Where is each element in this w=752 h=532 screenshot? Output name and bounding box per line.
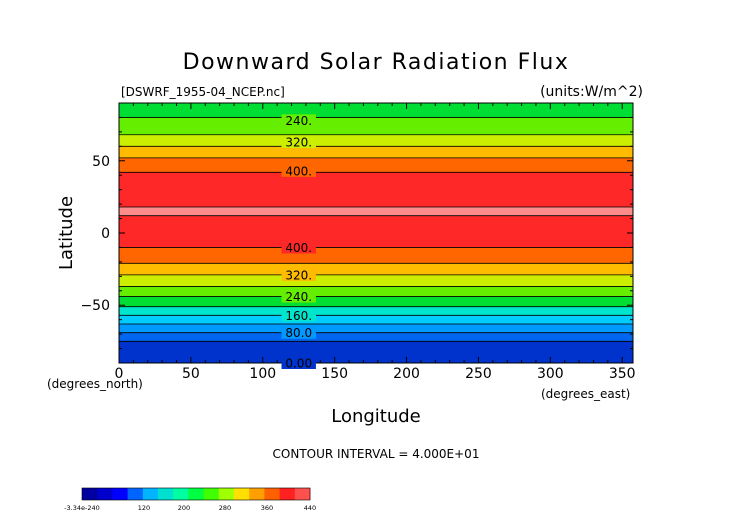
x-tick-label-7: 350 <box>609 366 636 382</box>
y-unit-label: (degrees_north) <box>47 377 143 391</box>
colorbar-swatch-8 <box>203 488 220 500</box>
colorbar-ticks: -3.34e-240 120 200 280 360 440 <box>64 504 316 512</box>
colorbar-swatch-1 <box>97 488 113 500</box>
contour-label-bg-5 <box>281 290 316 303</box>
contour-label-bg-6 <box>281 309 316 322</box>
y-axis: −50 0 50 <box>80 116 633 350</box>
colorbar-swatch-9 <box>218 488 235 500</box>
contour-interval: CONTOUR INTERVAL = 4.000E+01 <box>273 447 480 461</box>
x-axis-label: Longitude <box>331 406 421 427</box>
colorbar-tick-label-2: 200 <box>178 504 190 512</box>
band-2 <box>119 134 633 147</box>
y-tick-label-2: 50 <box>92 154 110 170</box>
band-14 <box>119 315 633 324</box>
band-1 <box>119 117 633 135</box>
contour-label-3: 400. <box>285 241 312 255</box>
colorbar-tick-label-0: -3.34e-240 <box>64 504 100 512</box>
chart-title: Downward Solar Radiation Flux <box>183 50 570 75</box>
contour-label-7: 80.0 <box>285 326 312 340</box>
colorbar-frame <box>81 487 311 501</box>
units-label: (units:W/m^2) <box>540 84 643 100</box>
colorbar-tick-label-1: 120 <box>138 504 150 512</box>
contour-layer <box>119 117 633 342</box>
colorbar-tick-label-4: 360 <box>261 504 273 512</box>
band-8 <box>119 247 633 264</box>
band-16 <box>119 332 633 342</box>
y-tick-label-1: 0 <box>101 226 110 242</box>
band-4 <box>119 157 633 173</box>
band-9 <box>119 263 633 275</box>
colorbar-swatch-12 <box>264 488 281 500</box>
colorbar-tick-label-5: 440 <box>304 504 316 512</box>
x-tick-label-1: 50 <box>182 366 200 382</box>
contour-label-bg-0 <box>281 114 316 127</box>
x-axis: 0 50 100 150 200 250 300 350 <box>115 103 636 382</box>
band-6 <box>119 207 633 216</box>
band-10 <box>119 274 633 287</box>
contour-label-bg-4 <box>281 268 316 281</box>
colorbar-swatch-13 <box>279 488 296 500</box>
band-12 <box>119 296 633 307</box>
x-unit-label: (degrees_east) <box>541 387 630 401</box>
contour-label-1: 320. <box>285 136 312 150</box>
colorbar-swatch-4 <box>142 488 159 500</box>
contour-label-0: 240. <box>285 114 312 128</box>
band-5 <box>119 172 633 207</box>
contour-label-bg-8 <box>281 357 316 369</box>
contour-label-bg-7 <box>281 326 316 339</box>
x-tick-label-6: 300 <box>537 366 564 382</box>
contour-label-bg-1 <box>281 136 316 148</box>
band-15 <box>119 324 633 333</box>
file-label: [DSWRF_1955-04_NCEP.nc] <box>121 85 285 99</box>
contour-label-8: 0.00 <box>285 357 312 371</box>
colorbar-swatch-7 <box>188 488 205 500</box>
y-tick-label-0: −50 <box>80 298 110 314</box>
contour-label-6: 160. <box>285 309 312 323</box>
contour-label-2: 400. <box>285 164 312 178</box>
colorbar-swatch-2 <box>112 488 129 500</box>
contour-label-5: 240. <box>285 290 312 304</box>
contour-label-bg-2 <box>281 164 316 177</box>
x-tick-label-5: 250 <box>465 366 492 382</box>
y-axis-label: Latitude <box>56 196 77 270</box>
x-tick-label-4: 200 <box>393 366 420 382</box>
band-3 <box>119 146 633 158</box>
x-tick-label-2: 100 <box>249 366 276 382</box>
band-17 <box>119 341 633 363</box>
contour-label-bg-3 <box>281 241 316 254</box>
x-tick-label-3: 150 <box>321 366 348 382</box>
band-11 <box>119 286 633 297</box>
colorbar-swatch-5 <box>158 488 174 500</box>
colorbar-swatch-6 <box>173 488 189 500</box>
colorbar-swatch-14 <box>294 488 311 500</box>
band-0 <box>119 103 633 118</box>
contour-label-layer: 240. 320. 400. 400. 320. 240. 160. 80.0 0.00 <box>281 114 316 371</box>
band-13 <box>119 306 633 316</box>
colorbar-tick-label-3: 280 <box>219 504 231 512</box>
colorbar-swatch-0 <box>82 488 98 500</box>
band-7 <box>119 215 633 248</box>
colorbar-swatch-11 <box>249 488 265 500</box>
x-tick-label-0: 0 <box>115 366 124 382</box>
band-layer <box>119 103 633 363</box>
colorbar-swatch-10 <box>234 488 250 500</box>
contour-label-4: 320. <box>285 268 312 282</box>
colorbar-swatch-3 <box>127 488 144 500</box>
colorbar <box>81 487 311 501</box>
